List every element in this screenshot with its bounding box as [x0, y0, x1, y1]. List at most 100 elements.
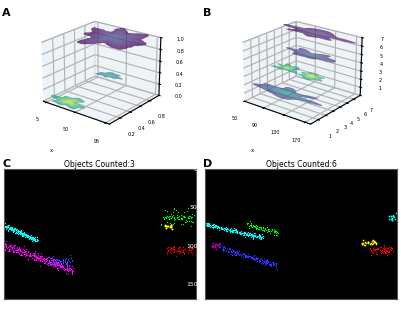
Point: [373, 250, 380, 255]
Point: [53, 260, 60, 265]
Point: [171, 215, 177, 220]
Point: [235, 251, 241, 256]
Point: [170, 246, 177, 251]
Point: [17, 231, 23, 236]
Point: [233, 253, 240, 258]
Point: [236, 229, 242, 234]
Point: [229, 229, 236, 234]
Point: [32, 255, 39, 260]
Point: [16, 248, 23, 253]
Point: [358, 241, 365, 246]
Point: [253, 256, 260, 261]
Point: [247, 231, 254, 236]
Point: [253, 256, 260, 261]
Point: [164, 251, 170, 256]
Point: [43, 258, 50, 263]
Point: [30, 236, 37, 241]
Point: [379, 250, 385, 255]
Point: [31, 235, 38, 240]
Point: [255, 260, 262, 265]
Point: [247, 255, 253, 260]
Point: [38, 250, 44, 255]
Point: [232, 252, 238, 257]
Point: [18, 228, 24, 233]
Point: [26, 237, 32, 242]
Point: [17, 251, 24, 256]
Point: [15, 249, 22, 255]
Point: [22, 233, 29, 238]
Point: [245, 255, 251, 260]
Point: [21, 230, 27, 235]
Point: [63, 263, 70, 268]
Point: [19, 250, 26, 255]
Point: [176, 246, 182, 251]
Point: [38, 255, 44, 260]
Point: [15, 246, 22, 251]
Point: [274, 232, 281, 238]
Point: [169, 214, 176, 219]
Point: [233, 229, 239, 234]
Point: [171, 244, 177, 249]
Point: [15, 247, 21, 252]
Point: [21, 232, 28, 238]
Point: [66, 265, 73, 270]
Point: [204, 223, 211, 228]
Point: [45, 255, 51, 260]
Point: [47, 260, 54, 265]
Point: [263, 261, 270, 266]
Point: [10, 249, 16, 254]
Point: [52, 258, 58, 263]
Point: [20, 247, 26, 252]
Point: [253, 226, 259, 231]
Point: [170, 209, 176, 214]
Point: [259, 261, 266, 266]
Point: [171, 207, 177, 212]
Point: [214, 224, 221, 229]
Point: [371, 247, 378, 252]
Point: [245, 254, 251, 259]
Point: [263, 260, 269, 265]
Point: [251, 223, 257, 228]
Point: [263, 225, 270, 230]
Point: [222, 246, 228, 251]
Point: [221, 227, 227, 232]
Point: [164, 208, 170, 213]
Point: [243, 254, 249, 259]
Point: [270, 259, 276, 264]
Point: [36, 258, 43, 263]
Point: [16, 251, 22, 256]
Point: [233, 229, 239, 234]
Point: [164, 247, 171, 252]
Point: [50, 261, 56, 266]
Point: [69, 271, 75, 276]
Point: [382, 250, 388, 255]
Point: [6, 227, 12, 232]
Point: [10, 248, 16, 253]
Point: [209, 243, 215, 248]
Point: [25, 249, 31, 254]
Point: [60, 257, 66, 262]
Point: [26, 234, 32, 239]
Point: [247, 232, 253, 238]
Point: [389, 247, 395, 252]
Point: [373, 241, 379, 246]
Point: [259, 234, 265, 239]
Point: [188, 247, 194, 252]
Point: [261, 256, 267, 261]
Point: [170, 212, 176, 217]
Point: [65, 265, 72, 270]
Point: [174, 248, 180, 253]
Point: [31, 236, 37, 241]
Point: [14, 231, 20, 236]
Point: [54, 256, 60, 261]
Point: [230, 248, 237, 253]
Point: [225, 227, 231, 232]
Point: [386, 214, 392, 219]
Point: [2, 242, 9, 247]
Point: [215, 244, 222, 249]
Point: [34, 255, 40, 261]
Point: [22, 232, 28, 237]
Point: [16, 248, 23, 253]
Point: [51, 258, 57, 263]
Point: [207, 223, 214, 228]
